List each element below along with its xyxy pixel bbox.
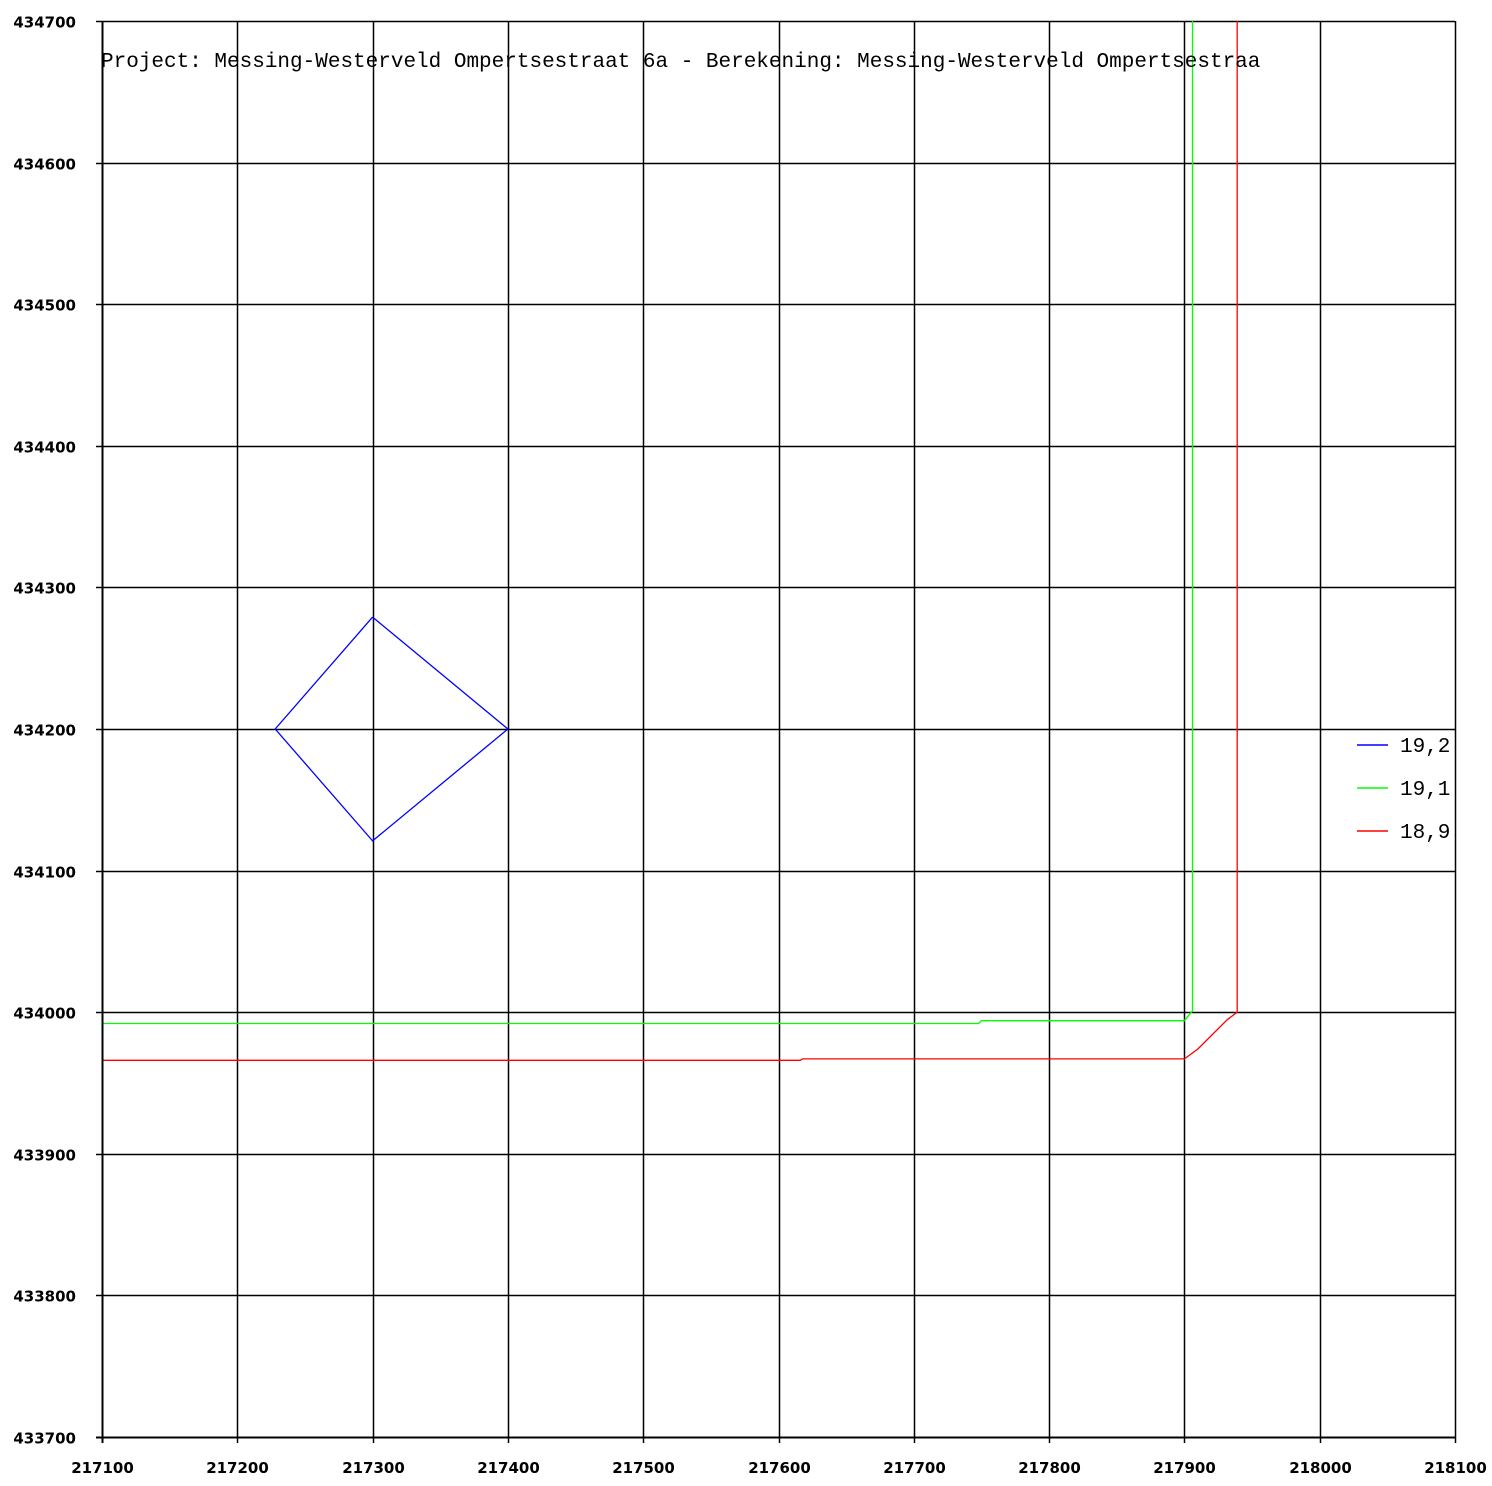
contour-series-0 <box>274 616 509 842</box>
x-tick-label: 217700 <box>883 1459 946 1477</box>
x-tick-label: 217300 <box>342 1459 405 1477</box>
y-tick-label: 433800 <box>13 1288 76 1306</box>
y-tick-label: 433900 <box>13 1147 76 1165</box>
y-tick-label: 434100 <box>13 864 76 882</box>
x-tick-label: 217600 <box>748 1459 811 1477</box>
x-tick-label: 217500 <box>612 1459 675 1477</box>
x-tick-label: 217900 <box>1153 1459 1216 1477</box>
y-tick-label: 434300 <box>13 580 76 598</box>
contour-lines <box>102 21 1238 1061</box>
x-tick-label: 217100 <box>71 1459 134 1477</box>
x-tick-label: 217400 <box>477 1459 540 1477</box>
axes <box>96 20 1457 1443</box>
legend: 19,2 19,1 18,9 <box>1357 736 1450 845</box>
grid <box>101 20 1457 1439</box>
y-tick-label: 433700 <box>13 1430 76 1448</box>
y-tick-label: 434400 <box>13 439 76 457</box>
x-tick-label: 218000 <box>1289 1459 1352 1477</box>
y-tick-label: 434000 <box>13 1005 76 1023</box>
legend-label: 18,9 <box>1400 822 1450 845</box>
x-tick-label: 218100 <box>1424 1459 1487 1477</box>
x-tick-label: 217800 <box>1018 1459 1081 1477</box>
legend-label: 19,1 <box>1400 779 1450 802</box>
contour-series-1 <box>102 21 1194 1025</box>
y-tick-label: 434600 <box>13 156 76 174</box>
contour-series-2 <box>102 21 1238 1061</box>
y-tick-label: 434700 <box>13 14 76 32</box>
legend-label: 19,2 <box>1400 736 1450 759</box>
y-tick-label: 434200 <box>13 722 76 740</box>
tick-labels: 217100 217200 217300 217400 217500 217600 2177… <box>13 14 1486 1478</box>
y-tick-label: 434500 <box>13 297 76 315</box>
x-tick-label: 217200 <box>206 1459 269 1477</box>
chart-title: Project: Messing-Westerveld Ompertsestra… <box>101 51 1260 74</box>
